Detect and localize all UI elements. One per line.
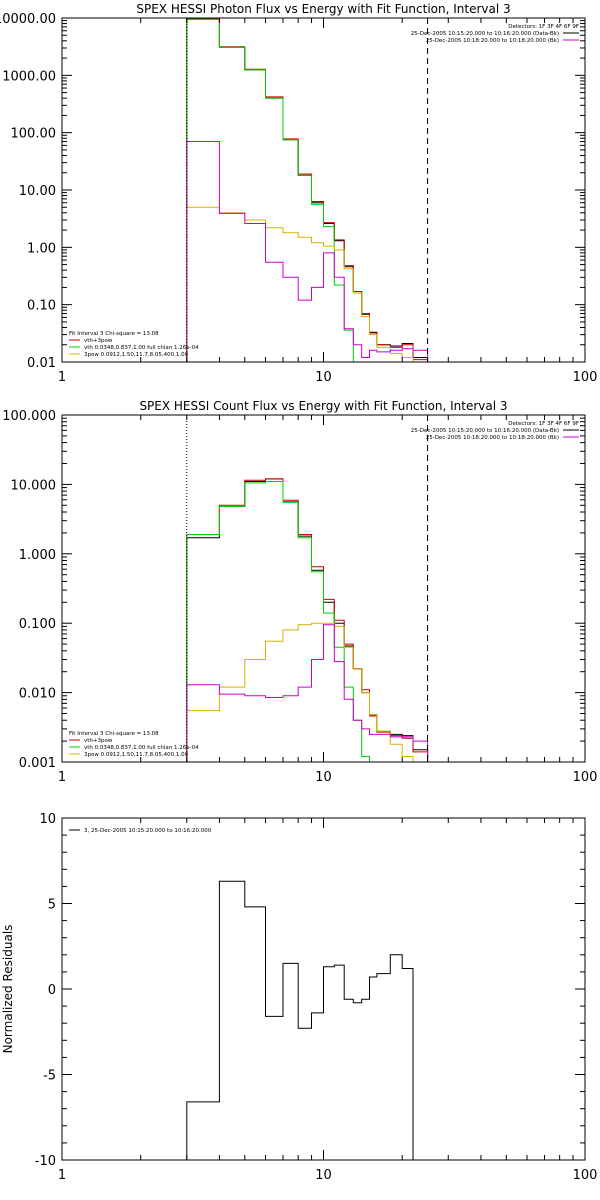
legend-right-entry: 25-Dec-2005 10:15:20.000 to 10:16:20.000…	[411, 428, 559, 434]
series-line-1	[186, 880, 428, 1160]
plot-area	[186, 18, 429, 362]
y-tick-label: 10	[39, 812, 56, 827]
x-tick-label: 100	[573, 370, 598, 385]
legend-left-entry: vth+3pow	[84, 338, 113, 344]
y-tick-label: 1000.00	[2, 69, 56, 84]
x-tick-label: 10	[315, 1168, 332, 1183]
y-tick-label: 100.00	[11, 127, 57, 142]
series-line-3	[186, 18, 429, 362]
y-axis-label: Normalized Residuals	[1, 925, 15, 1054]
series-line-5	[186, 624, 429, 762]
y-tick-label: 10000.00	[0, 12, 56, 27]
chart-title: SPEX HESSI Count Flux vs Energy with Fit…	[139, 399, 507, 413]
chart-panel-3: Normalized Residuals 1 10 100 -10 -5 0 5 10 3, 25…	[1, 812, 597, 1183]
x-tick-label: 10	[315, 770, 332, 785]
series-line-2	[186, 478, 429, 762]
x-tick-label: 1	[58, 370, 66, 385]
y-tick-label: 0.100	[19, 617, 56, 632]
y-tick-label: 5	[48, 898, 56, 913]
series-line-1	[186, 18, 429, 362]
legend-left-entry: vth+3pow	[84, 738, 113, 744]
x-tick-label: 1	[58, 770, 66, 785]
y-tick-label: 10.000	[11, 478, 57, 493]
plot-area	[186, 478, 429, 762]
y-tick-label: 0	[48, 983, 56, 998]
legend-left-entry: Fit Interval 3 Chi-square = 13.08	[69, 731, 159, 737]
legend-left-entry: 3pow 0.0912,1.50,11.7,8.05,400,1.00	[84, 752, 189, 758]
series-line-4	[186, 206, 428, 362]
legend-left-entry: vth 0.0348,0.837,1.00 full chian 1.26e-0…	[84, 345, 199, 351]
y-tick-label: 0.10	[27, 299, 56, 314]
legend-right-entry: 25-Dec-2005 10:18:20.000 to 10:18:20.000…	[426, 38, 559, 44]
legend-left-entry: 3pow 0.0912,1.50,11.7,8.05,400,1.00	[84, 352, 189, 358]
legend-right-entry: Detectors: 1F 3F 4F 6F 9F	[508, 24, 579, 30]
legend-right-entry: 25-Dec-2005 10:15:20.000 to 10:16:20.000…	[411, 31, 559, 37]
y-tick-label: -10	[35, 1154, 56, 1169]
series-line-3	[186, 481, 429, 762]
x-tick-label: 100	[573, 1168, 598, 1183]
x-tick-label: 100	[573, 770, 598, 785]
y-tick-label: 10.00	[19, 184, 56, 199]
series-line-5	[186, 141, 429, 362]
y-tick-label: -5	[43, 1069, 56, 1084]
legend-left-entry: Fit Interval 3 Chi-square = 13.08	[69, 331, 159, 337]
y-tick-label: 0.010	[19, 687, 56, 702]
x-tick-label: 1	[58, 1168, 66, 1183]
legend-right-entry: Detectors: 1F 3F 4F 6F 9F	[508, 421, 579, 427]
plot-frame	[61, 17, 586, 363]
legend-right-entry: 25-Dec-2005 10:18:20.000 to 10:18:20.000…	[426, 435, 559, 441]
chart-title: SPEX HESSI Photon Flux vs Energy with Fi…	[136, 2, 510, 16]
series-line-1	[186, 478, 429, 762]
y-tick-label: 1.00	[27, 241, 56, 256]
x-tick-label: 10	[315, 370, 332, 385]
plot-area	[186, 880, 428, 1160]
chart-panel-2: SPEX HESSI Count Flux vs Energy with Fit…	[2, 399, 597, 785]
chart-panel-1: SPEX HESSI Photon Flux vs Energy with Fi…	[0, 2, 597, 385]
y-tick-label: 100.000	[2, 409, 56, 424]
legend-left-entry: vth 0.0348,0.837,1.00 full chian 1.26e-0…	[84, 745, 199, 751]
y-tick-label: 0.001	[19, 756, 56, 771]
y-tick-label: 0.01	[27, 356, 56, 371]
y-tick-label: 1.000	[19, 548, 56, 563]
legend-left-entry: 3, 25-Dec-2005 10:15:20.000 to 10:16:20.…	[84, 828, 212, 834]
series-line-4	[186, 622, 429, 762]
series-line-2	[186, 18, 429, 362]
